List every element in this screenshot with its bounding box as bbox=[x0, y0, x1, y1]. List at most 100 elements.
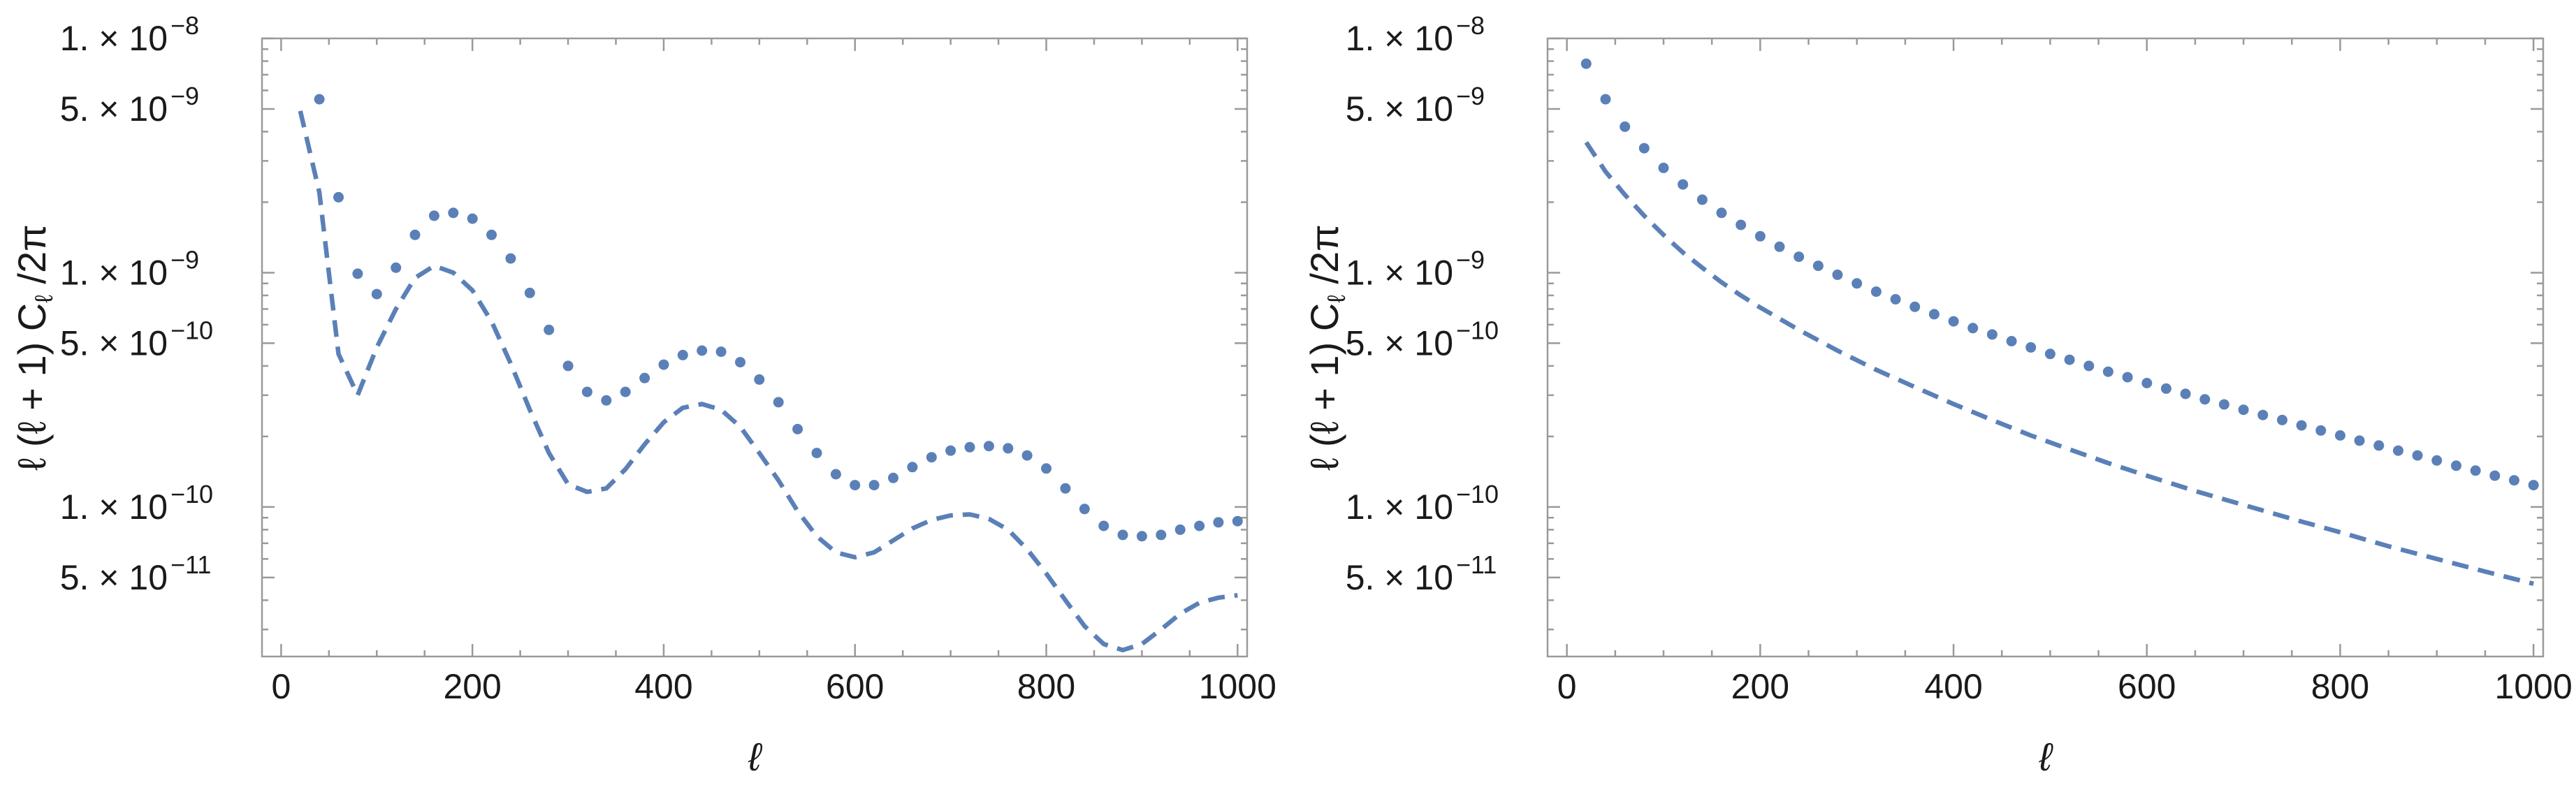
data-point bbox=[2180, 388, 2191, 399]
data-point bbox=[1716, 207, 1727, 219]
data-point bbox=[1117, 529, 1128, 541]
minor-ticks bbox=[1548, 37, 2543, 631]
data-point bbox=[677, 349, 688, 360]
data-point bbox=[2257, 409, 2269, 420]
data-point bbox=[1041, 463, 1051, 474]
data-point bbox=[1678, 179, 1689, 190]
data-point bbox=[888, 472, 898, 483]
x-axis-title: ℓ bbox=[2038, 735, 2053, 779]
y-tick-label: 1. × 10 bbox=[1346, 19, 1453, 58]
data-point bbox=[964, 441, 975, 453]
data-point bbox=[792, 423, 803, 434]
data-point bbox=[1909, 301, 1921, 312]
data-point bbox=[524, 287, 535, 298]
data-point bbox=[1948, 316, 1959, 327]
y-tick-exponent: −11 bbox=[1456, 550, 1497, 579]
y-tick-label: 5. × 10 bbox=[60, 323, 168, 362]
data-point bbox=[2528, 480, 2539, 491]
data-point bbox=[697, 345, 708, 356]
data-point bbox=[2509, 475, 2519, 486]
data-point bbox=[1696, 194, 1708, 205]
data-point bbox=[505, 253, 516, 264]
y-tick-label: 5. × 10 bbox=[1346, 323, 1453, 362]
data-point bbox=[735, 357, 745, 368]
data-point bbox=[1812, 261, 1824, 272]
data-point bbox=[601, 395, 612, 406]
data-point bbox=[314, 94, 325, 105]
data-point bbox=[811, 448, 822, 459]
data-point bbox=[1890, 294, 1901, 305]
data-point bbox=[1658, 162, 1669, 173]
y-axis-title: ℓ (ℓ + 1) Cℓ /2π bbox=[10, 224, 58, 471]
data-point bbox=[983, 441, 994, 452]
data-point bbox=[2489, 470, 2501, 481]
data-point bbox=[1735, 219, 1747, 230]
data-point bbox=[2277, 414, 2287, 425]
data-point bbox=[1156, 529, 1167, 541]
y-axis-title: ℓ (ℓ + 1) Cℓ /2π bbox=[1302, 224, 1351, 471]
y-tick-exponent: −8 bbox=[1456, 11, 1485, 40]
y-tick-label: 1. × 10 bbox=[60, 487, 168, 527]
data-point bbox=[2470, 465, 2481, 476]
data-point bbox=[1832, 269, 1843, 280]
series-dotted bbox=[314, 94, 1243, 542]
data-point bbox=[1928, 309, 1940, 320]
y-tick-exponent: −10 bbox=[170, 316, 213, 344]
y-tick-exponent: −9 bbox=[1456, 245, 1485, 274]
y-tick-label: 1. × 10 bbox=[1346, 253, 1453, 292]
data-point bbox=[1079, 504, 1090, 515]
data-point bbox=[2141, 378, 2153, 388]
x-tick-label: 1000 bbox=[1199, 667, 1276, 706]
data-point bbox=[2393, 445, 2403, 456]
data-point bbox=[2451, 460, 2461, 471]
data-point bbox=[907, 462, 918, 473]
data-point bbox=[1098, 520, 1109, 531]
panel-left: 1. × 10 −85. × 10 −91. × 10 −95. × 10 −101. … bbox=[10, 11, 1276, 779]
x-tick-label: 800 bbox=[2311, 667, 2369, 706]
data-point bbox=[945, 445, 956, 456]
x-tick-label: 600 bbox=[2118, 667, 2176, 706]
data-point bbox=[2431, 455, 2443, 466]
data-point bbox=[620, 386, 631, 397]
data-point bbox=[773, 397, 784, 408]
data-point bbox=[2412, 450, 2423, 461]
data-point bbox=[850, 480, 861, 491]
y-tick-exponent: −10 bbox=[1456, 480, 1499, 508]
x-tick-label: 1000 bbox=[2495, 667, 2573, 706]
y-tick-label: 1. × 10 bbox=[60, 253, 168, 292]
data-point bbox=[1003, 443, 1014, 454]
y-tick-exponent: −8 bbox=[170, 11, 199, 40]
data-point bbox=[1580, 58, 1592, 69]
x-tick-label: 200 bbox=[443, 667, 501, 706]
data-point bbox=[639, 372, 650, 383]
data-point bbox=[428, 210, 439, 221]
x-tick-label: 400 bbox=[634, 667, 692, 706]
data-point bbox=[486, 229, 497, 240]
x-tick-label: 0 bbox=[271, 667, 291, 706]
y-tick-exponent: −9 bbox=[170, 82, 199, 110]
data-point bbox=[2083, 360, 2095, 372]
data-point bbox=[1232, 515, 1243, 527]
x-axis-title: ℓ bbox=[748, 735, 763, 779]
y-tick-exponent: −10 bbox=[1456, 316, 1499, 344]
data-point bbox=[1793, 251, 1805, 263]
data-point bbox=[581, 386, 592, 397]
data-point bbox=[715, 346, 727, 358]
series-dotted bbox=[1580, 58, 2539, 491]
data-point bbox=[1174, 524, 1186, 535]
series-dashed-line bbox=[1584, 141, 2534, 587]
y-tick-label: 1. × 10 bbox=[1346, 487, 1453, 527]
y-tick-exponent: −10 bbox=[170, 480, 213, 508]
data-point bbox=[1136, 531, 1147, 542]
y-tick-label: 5. × 10 bbox=[1346, 558, 1453, 597]
data-point bbox=[754, 374, 765, 385]
data-point bbox=[2315, 425, 2327, 436]
data-point bbox=[1060, 483, 1071, 494]
data-point bbox=[1774, 241, 1785, 252]
data-point bbox=[2006, 336, 2017, 346]
data-point bbox=[2122, 372, 2133, 383]
data-point bbox=[1870, 286, 1882, 298]
data-point bbox=[544, 324, 555, 335]
data-point bbox=[926, 452, 937, 463]
minor-ticks bbox=[262, 37, 1247, 631]
